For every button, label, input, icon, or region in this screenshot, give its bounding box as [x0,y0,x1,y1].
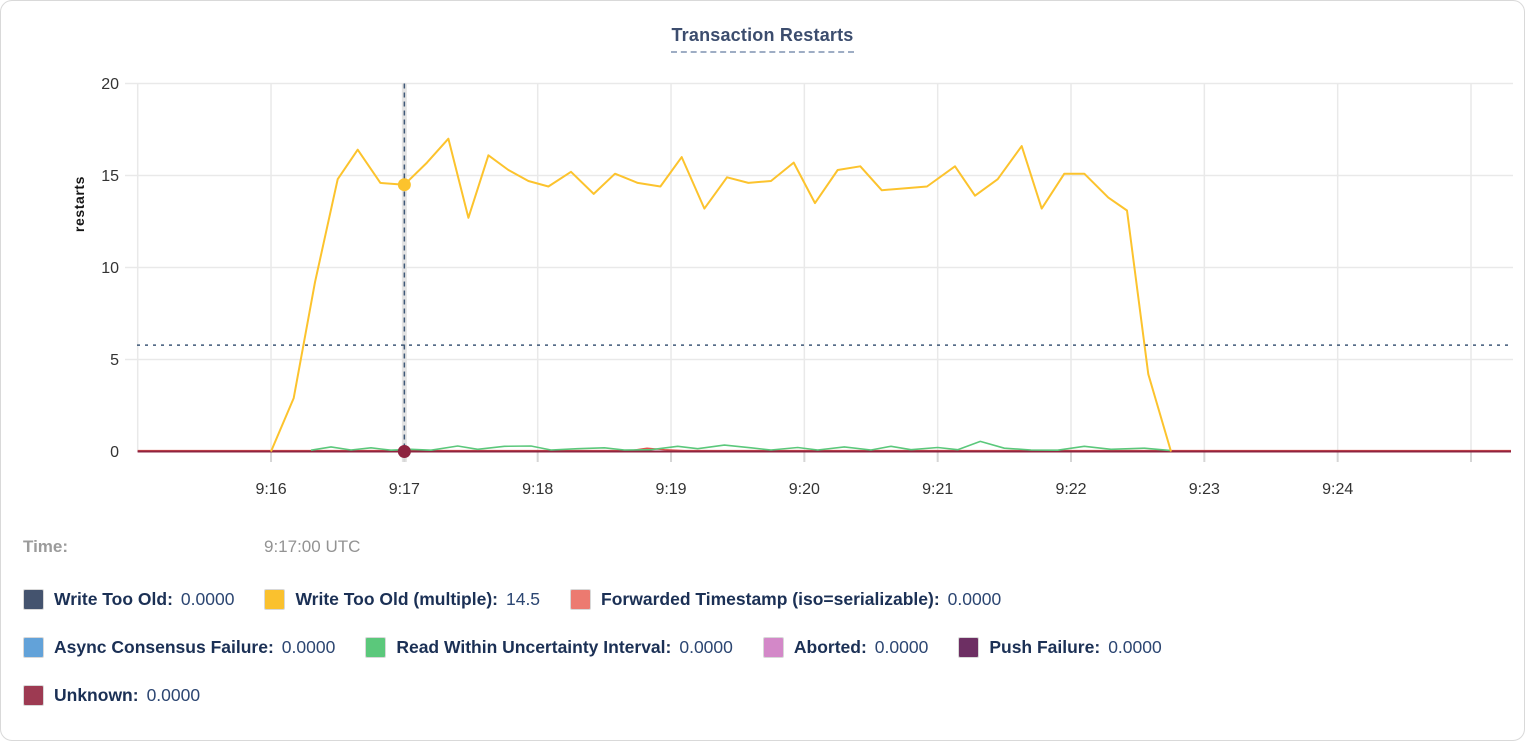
gridlines [125,82,1513,452]
series-lines [137,137,1511,453]
legend-row: Unknown: 0.0000 [23,685,1162,706]
svg-text:9:19: 9:19 [655,481,686,498]
legend-swatch [365,637,387,658]
svg-text:9:21: 9:21 [922,481,953,498]
legend-label: Push Failure: [989,637,1101,657]
legend-swatch [23,637,44,658]
chart-title[interactable]: Transaction Restarts [671,25,854,53]
chart-title-wrap: Transaction Restarts [1,25,1524,53]
axis-tick-marks [270,451,1472,462]
legend-value: 0.0000 [281,637,336,657]
svg-text:9:22: 9:22 [1055,481,1086,498]
svg-text:9:20: 9:20 [789,481,820,498]
legend-value: 0.0000 [180,589,235,609]
legend-value: 0.0000 [679,637,733,657]
x-axis-tick-labels: 9:16 9:17 9:18 9:19 9:20 9:21 9:22 9:23 9:24 [255,481,1353,498]
hover-dots [397,178,411,458]
legend-item-forwarded-timestamp[interactable]: Forwarded Timestamp (iso=serializable): … [570,589,1001,610]
legend-swatch [762,637,784,658]
svg-text:10: 10 [101,260,119,277]
svg-text:15: 15 [101,168,119,185]
svg-text:5: 5 [110,352,119,369]
legend-swatch [570,589,592,610]
legend-label: Write Too Old: [54,589,173,609]
legend-item-write-too-old[interactable]: Write Too Old: 0.0000 [23,589,234,610]
legend-label: Aborted: [793,637,867,657]
svg-text:9:17: 9:17 [389,481,420,498]
legend-value: 0.0000 [146,685,201,705]
legend-item-unknown[interactable]: Unknown: 0.0000 [23,685,200,706]
svg-text:9:23: 9:23 [1189,481,1220,498]
time-label: Time: [23,537,69,556]
svg-text:20: 20 [101,76,119,93]
y-axis-tick-labels: 0 5 10 15 20 [101,76,119,461]
legend-row: Async Consensus Failure: 0.0000 Read Wit… [23,637,1162,658]
legend: Write Too Old: 0.0000 Write Too Old (mul… [23,589,1162,706]
svg-text:9:24: 9:24 [1322,481,1353,498]
svg-text:9:16: 9:16 [255,481,286,498]
time-value: 9:17:00 UTC [264,537,361,556]
legend-label: Write Too Old (multiple): [295,589,498,609]
svg-text:0: 0 [110,444,119,461]
legend-item-write-too-old-multiple[interactable]: Write Too Old (multiple): 14.5 [264,589,540,610]
legend-label: Unknown: [54,685,139,705]
legend-value: 0.0000 [1108,637,1162,657]
legend-item-push-failure[interactable]: Push Failure: 0.0000 [958,637,1162,658]
legend-swatch [958,637,980,658]
legend-value: 14.5 [505,589,541,609]
legend-swatch [23,685,44,706]
legend-item-aborted[interactable]: Aborted: 0.0000 [762,637,929,658]
legend-item-read-within-uncertainty-interval[interactable]: Read Within Uncertainty Interval: 0.0000 [365,637,733,658]
crosshair [137,83,1513,452]
legend-value: 0.0000 [947,589,1002,609]
legend-row: Write Too Old: 0.0000 Write Too Old (mul… [23,589,1162,610]
legend-swatch [264,589,286,610]
legend-item-async-consensus-failure[interactable]: Async Consensus Failure: 0.0000 [23,637,335,658]
chart-plot-area[interactable]: 9:16 9:17 9:18 9:19 9:20 9:21 9:22 9:23 9:24 0 5 1… [1,1,1525,513]
legend-value: 0.0000 [874,637,929,657]
legend-label: Read Within Uncertainty Interval: [396,637,672,657]
legend-label: Async Consensus Failure: [54,637,274,657]
svg-text:9:18: 9:18 [522,481,553,498]
legend-swatch [23,589,44,610]
legend-label: Forwarded Timestamp (iso=serializable): [601,589,940,609]
